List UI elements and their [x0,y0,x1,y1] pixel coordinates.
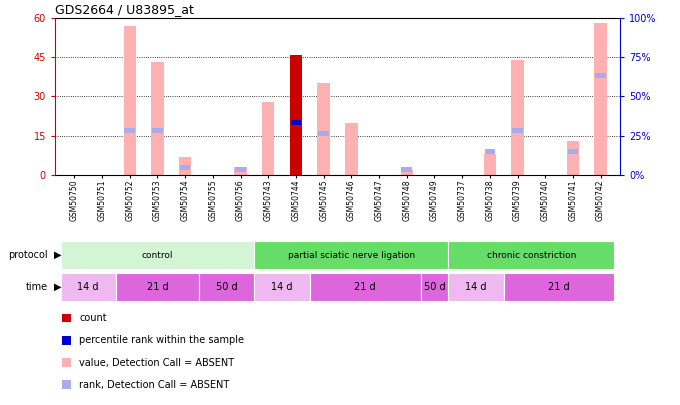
Bar [254,273,310,301]
Bar [61,273,116,301]
Bar [180,164,190,170]
Bar [254,241,448,269]
Bar [401,167,412,173]
Bar [61,241,254,269]
Bar [511,60,524,175]
Bar [310,273,421,301]
Text: 21 d: 21 d [354,282,376,292]
Bar [595,73,606,78]
Text: 14 d: 14 d [465,282,487,292]
Bar [290,120,301,125]
Text: GDS2664 / U83895_at: GDS2664 / U83895_at [55,3,194,16]
Bar [345,123,358,175]
Bar [290,120,301,125]
Text: 14 d: 14 d [78,282,99,292]
Text: protocol: protocol [9,250,48,260]
Text: time: time [26,282,48,292]
Bar [448,273,504,301]
Text: ▶: ▶ [54,282,61,292]
Bar [179,157,191,175]
Text: rank, Detection Call = ABSENT: rank, Detection Call = ABSENT [80,380,230,390]
Bar [485,149,495,154]
Text: chronic constriction: chronic constriction [487,251,576,260]
Text: percentile rank within the sample: percentile rank within the sample [80,335,245,345]
Text: control: control [141,251,173,260]
Text: 21 d: 21 d [147,282,168,292]
Text: count: count [80,313,107,323]
Bar [262,102,275,175]
Bar [448,241,615,269]
Text: 50 d: 50 d [216,282,237,292]
Text: value, Detection Call = ABSENT: value, Detection Call = ABSENT [80,358,235,368]
Text: 14 d: 14 d [271,282,293,292]
Bar [401,170,413,175]
Bar [290,55,302,175]
Bar [318,83,330,175]
Bar [152,128,163,133]
Bar [512,128,523,133]
Bar [594,23,607,175]
Bar [124,26,136,175]
Text: ▶: ▶ [54,250,61,260]
Bar [151,62,164,175]
Bar [235,167,246,173]
Bar [568,149,578,154]
Text: 21 d: 21 d [548,282,570,292]
Bar [421,273,448,301]
Bar [116,273,199,301]
Bar [235,167,247,175]
Text: partial sciatic nerve ligation: partial sciatic nerve ligation [288,251,415,260]
Bar [318,130,329,136]
Bar [566,141,579,175]
Bar [124,128,135,133]
Bar [199,273,254,301]
Bar [483,154,496,175]
Bar [504,273,615,301]
Text: 50 d: 50 d [424,282,445,292]
